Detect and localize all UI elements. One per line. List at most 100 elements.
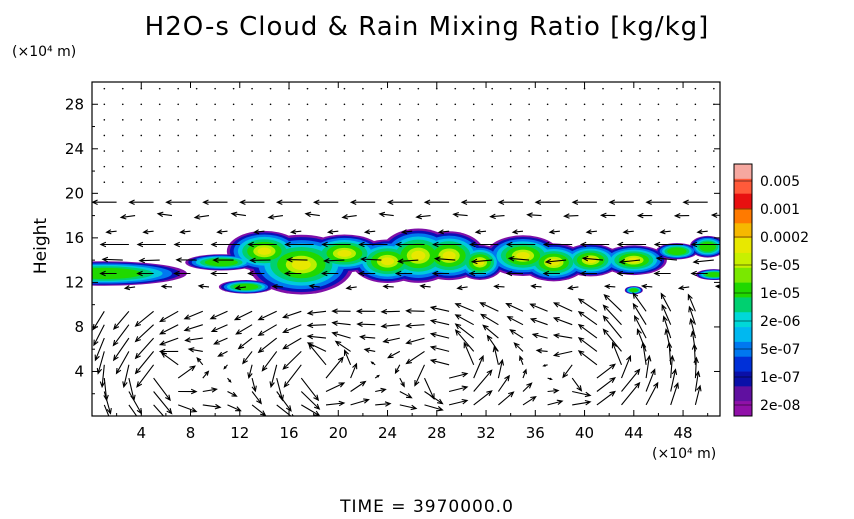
grid-dot (103, 150, 106, 152)
wind-arrow (128, 199, 154, 205)
colorbar-label: 0.0002 (760, 230, 809, 246)
grid-dot (158, 150, 161, 152)
wind-arrow (306, 342, 327, 352)
grid-dot (121, 165, 124, 168)
wind-arrow (230, 211, 246, 217)
wind-arrow (599, 212, 616, 219)
grid-dot (602, 134, 604, 137)
wind-arrow (616, 241, 647, 248)
x-tick-label: 36 (526, 424, 545, 442)
grid-dot (140, 165, 143, 168)
grid-dot (269, 87, 272, 90)
wind-arrow (173, 241, 203, 248)
grid-dot (380, 134, 383, 137)
grid-dot (694, 150, 697, 152)
wind-arrow (356, 321, 376, 327)
wind-arrow (234, 285, 246, 291)
grid-dot (362, 181, 364, 183)
wind-arrow (507, 255, 530, 262)
y-tick-label: 28 (65, 95, 84, 113)
wind-arrow (618, 258, 641, 265)
wind-arrow (128, 377, 136, 402)
wind-arrow (531, 332, 548, 339)
wind-arrow (99, 270, 117, 277)
wind-arrow (112, 324, 130, 347)
wind-arrow (433, 256, 456, 262)
wind-arrow (571, 199, 597, 205)
wind-arrow (611, 341, 623, 366)
wind-arrow (197, 283, 210, 289)
grid-dot (177, 87, 179, 90)
grid-dot (269, 119, 272, 121)
wind-arrow (159, 324, 179, 335)
grid-dot (491, 150, 493, 152)
cloud-region (442, 251, 456, 261)
grid-dot (657, 181, 660, 183)
grid-dot (362, 87, 364, 90)
wind-arrow (178, 388, 198, 395)
wind-arrow (378, 211, 394, 218)
wind-arrow (463, 341, 475, 366)
wind-arrow (571, 377, 583, 392)
wind-arrow (529, 303, 548, 312)
wind-arrow (448, 372, 469, 379)
wind-arrow (603, 293, 622, 312)
wind-arrow (497, 374, 510, 392)
grid-dot (602, 165, 604, 168)
wind-arrow (382, 337, 400, 344)
wind-arrow (94, 337, 105, 362)
cloud-region (92, 267, 143, 280)
wind-arrow (212, 257, 234, 263)
grid-dot (509, 134, 512, 137)
grid-dot (362, 165, 364, 168)
grid-dot (325, 87, 327, 90)
grid-dot (362, 150, 364, 152)
wind-arrow (227, 391, 238, 397)
wind-arrow (400, 229, 413, 235)
wind-arrow (178, 404, 198, 413)
y-axis: 4 8 12 16 20 24 28 (65, 95, 720, 395)
wind-arrow (473, 390, 493, 406)
wind-arrow (321, 241, 351, 248)
wind-arrow (343, 349, 352, 366)
grid-dot (399, 165, 401, 168)
wind-arrow (405, 350, 425, 365)
grid-dot (454, 165, 457, 168)
grid-dot (491, 181, 493, 183)
grid-dot (472, 134, 475, 137)
wind-arrow (511, 229, 524, 235)
grid-dot (694, 134, 697, 137)
colorbar-label: 1e-07 (760, 370, 800, 386)
grid-dot (251, 119, 253, 121)
wind-arrow (632, 302, 647, 325)
colorbar-swatch (734, 223, 752, 239)
grid-dot (602, 87, 604, 90)
grid-dot (546, 181, 549, 183)
grid-dot (269, 181, 272, 183)
wind-arrow (620, 354, 632, 379)
wind-arrow (505, 241, 536, 248)
wind-arrow (645, 368, 656, 392)
wind-arrow (454, 323, 475, 339)
wind-arrow (522, 395, 537, 406)
grid-dot (177, 150, 179, 152)
grid-dot (306, 119, 309, 121)
grid-dot (380, 181, 383, 183)
wind-arrow (608, 199, 634, 205)
grid-dot (140, 87, 143, 90)
grid-dot (140, 181, 143, 183)
wind-arrow (210, 270, 228, 277)
wind-arrow (247, 364, 253, 379)
wind-arrow (662, 315, 672, 339)
wind-arrow (405, 308, 425, 314)
wind-arrow (577, 336, 598, 352)
wind-arrow (431, 270, 450, 277)
grid-dot (251, 181, 253, 183)
grid-dot (472, 87, 475, 90)
wind-arrow (380, 323, 400, 329)
wind-arrow (387, 350, 401, 359)
grid-dot (509, 119, 512, 121)
wind-arrow (380, 308, 400, 315)
colorbar-swatch (734, 297, 752, 313)
wind-arrow (284, 241, 314, 248)
